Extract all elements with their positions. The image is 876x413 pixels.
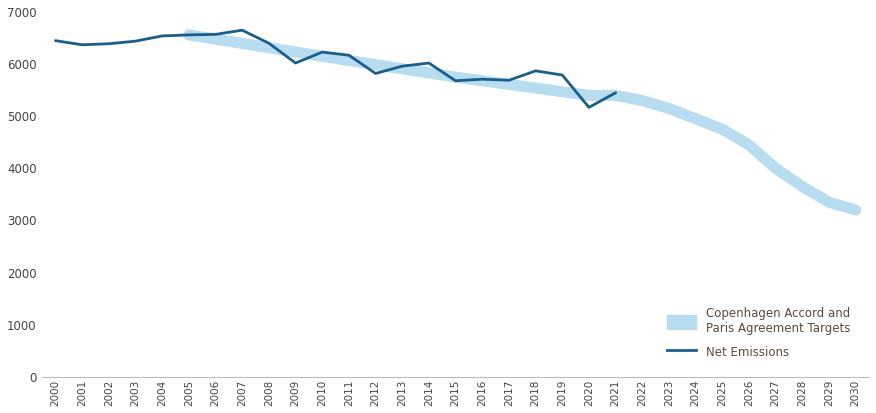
Legend: Copenhagen Accord and
Paris Agreement Targets, Net Emissions: Copenhagen Accord and Paris Agreement Ta… [662,302,855,364]
